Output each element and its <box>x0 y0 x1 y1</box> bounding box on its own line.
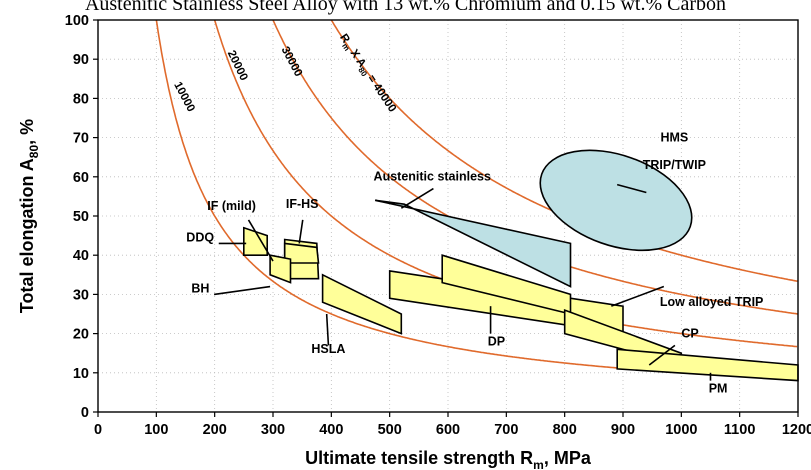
leader-line <box>247 219 274 262</box>
iso-curve-label: 20000 <box>225 49 250 83</box>
y-tick-label: 60 <box>73 170 89 186</box>
region-label: PM <box>709 381 728 395</box>
y-axis-label: Total elongation A80, % <box>17 119 41 313</box>
y-tick-label: 10 <box>73 366 89 382</box>
leader-line <box>616 183 647 194</box>
iso-curve-label: Rm X A80 = 40000 <box>335 32 398 116</box>
iso-curve-label: 10000 <box>171 80 197 114</box>
labels: 0 100 200 300 400 500 600 700 800 900 1000 1100 1200… <box>17 13 811 470</box>
leader-lines <box>213 183 712 381</box>
y-tick-label: 90 <box>73 52 89 68</box>
iso-curve <box>155 20 798 381</box>
region <box>374 199 572 288</box>
region-label: DP <box>488 334 505 348</box>
x-tick-label: 300 <box>261 422 285 438</box>
region-label: TRIP/TWIP <box>643 158 706 172</box>
steel-regions <box>243 149 799 382</box>
region <box>269 254 292 284</box>
region-label: Low alloyed TRIP <box>660 295 764 309</box>
x-tick-label: 200 <box>203 422 227 438</box>
leader-line <box>213 285 271 296</box>
x-tick-label: 400 <box>319 422 343 438</box>
x-tick-label: 1200 <box>782 422 811 438</box>
page-title: Austenitic Stainless Steel Alloy with 13… <box>84 0 727 15</box>
x-tick-label: 0 <box>94 422 102 438</box>
x-tick-label: 100 <box>144 422 168 438</box>
region-label: Austenitic stainless <box>374 170 491 184</box>
leader-line <box>611 285 665 307</box>
region-hms <box>539 149 693 252</box>
iso-curve-label: 30000 <box>279 45 305 79</box>
region <box>321 273 403 335</box>
region-label: DDQ <box>186 230 214 244</box>
y-tick-label: 80 <box>73 91 89 107</box>
x-tick-label: 600 <box>436 422 460 438</box>
x-tick-label: 700 <box>494 422 518 438</box>
y-tick-label: 30 <box>73 287 89 303</box>
region-label: HSLA <box>311 342 345 356</box>
leader-line <box>400 187 434 209</box>
region <box>616 348 799 382</box>
x-tick-label: 800 <box>553 422 577 438</box>
region <box>243 226 269 256</box>
y-tick-label: 70 <box>73 131 89 147</box>
x-tick-label: 1100 <box>724 422 755 438</box>
region <box>283 242 320 264</box>
iso-curves <box>155 20 798 381</box>
iso-curve <box>330 20 798 282</box>
region-label: BH <box>191 281 209 295</box>
region-label: IF (mild) <box>207 199 256 213</box>
region-label: HMS <box>660 131 688 145</box>
y-tick-label: 50 <box>73 209 89 225</box>
axes <box>93 19 799 417</box>
y-tick-label: 100 <box>65 13 89 29</box>
y-tick-label: 20 <box>73 327 89 343</box>
x-tick-label: 1000 <box>665 422 697 438</box>
x-tick-label: 500 <box>378 422 402 438</box>
region-label: IF-HS <box>286 197 319 211</box>
leader-line <box>298 219 304 244</box>
leader-line <box>325 313 330 346</box>
y-tick-label: 0 <box>81 405 89 421</box>
region-label: CP <box>681 327 698 341</box>
x-axis-label: Ultimate tensile strength Rm, MPa <box>305 448 592 470</box>
leader-line <box>648 344 676 366</box>
y-tick-label: 40 <box>73 248 89 264</box>
x-tick-label: 900 <box>611 422 635 438</box>
